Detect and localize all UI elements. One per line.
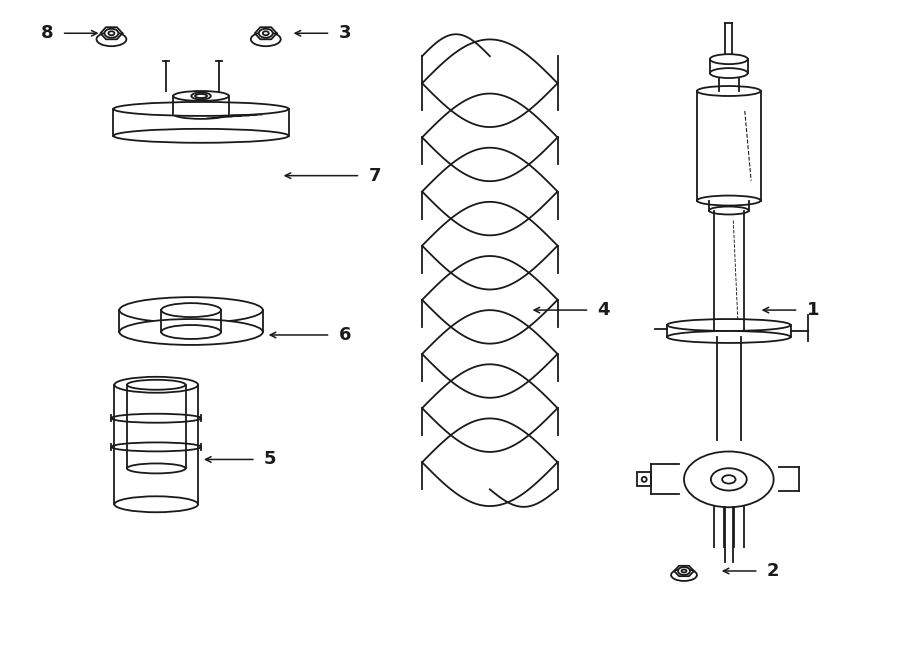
Ellipse shape [173,91,229,101]
Ellipse shape [259,29,273,38]
Ellipse shape [96,32,126,46]
Ellipse shape [114,377,198,393]
Ellipse shape [667,331,790,343]
Text: 1: 1 [806,301,819,319]
Ellipse shape [192,93,211,99]
Ellipse shape [711,468,747,490]
Ellipse shape [671,569,697,581]
Text: 2: 2 [767,562,779,580]
Ellipse shape [684,451,774,507]
Ellipse shape [113,102,289,116]
Ellipse shape [195,94,207,98]
Ellipse shape [709,206,749,214]
Ellipse shape [710,68,748,78]
Ellipse shape [120,297,263,323]
Ellipse shape [678,567,690,575]
FancyBboxPatch shape [637,473,652,486]
Ellipse shape [719,88,739,94]
Text: 3: 3 [338,24,351,42]
Ellipse shape [127,463,185,473]
Ellipse shape [161,303,221,317]
Ellipse shape [114,496,198,512]
Ellipse shape [173,109,229,119]
Ellipse shape [104,29,119,38]
Text: 5: 5 [264,450,276,469]
Ellipse shape [710,54,748,64]
Text: 6: 6 [338,326,351,344]
Ellipse shape [161,325,221,339]
Ellipse shape [251,32,281,46]
Text: 4: 4 [598,301,610,319]
Text: 7: 7 [368,167,381,184]
Text: 8: 8 [41,24,54,42]
Ellipse shape [127,380,185,390]
Ellipse shape [667,319,790,331]
Ellipse shape [113,129,289,143]
Ellipse shape [112,414,201,423]
Ellipse shape [120,319,263,345]
Ellipse shape [112,442,201,451]
Ellipse shape [697,196,760,206]
Ellipse shape [697,86,760,96]
